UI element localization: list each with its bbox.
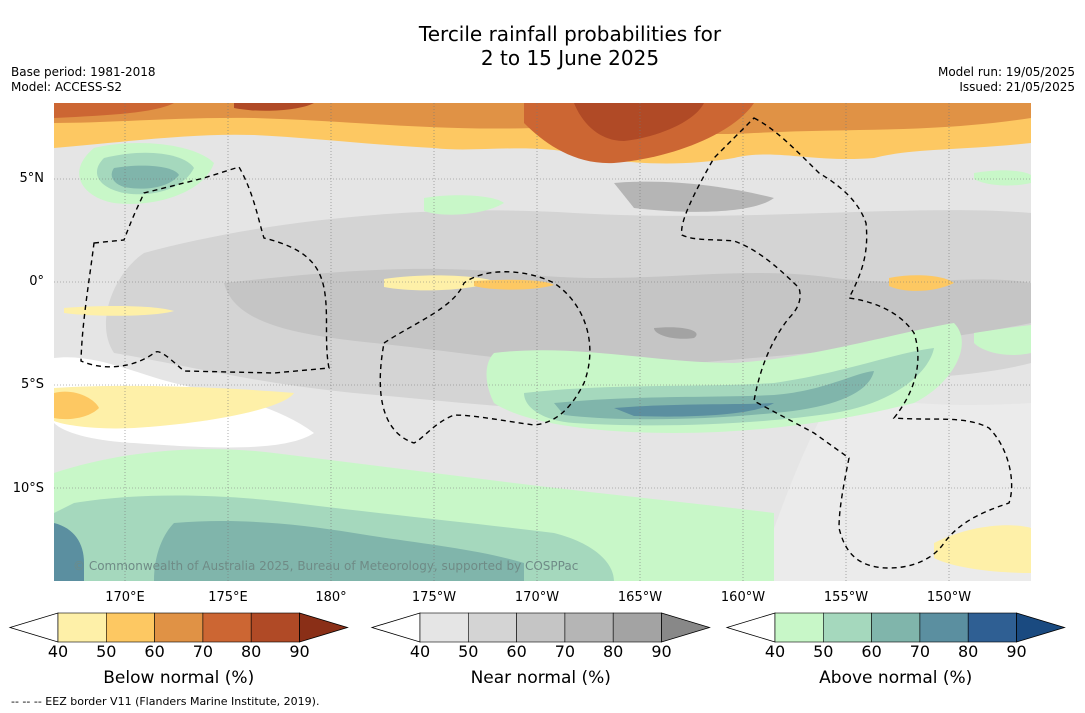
colorbar-3-tick: 40 [764,642,786,661]
colorbar-1-tick: 80 [241,642,262,661]
near-normal-80 [654,327,697,339]
base-period: Base period: 1981-2018 [11,65,156,79]
above-normal-70-nw [111,165,179,189]
above-normal-70-sw [154,521,524,581]
lon-label-170e: 170°E [105,590,145,605]
below-normal-90-north [574,103,704,141]
eez-footnote: -- -- -- EEZ border V11 (Flanders Marine… [11,695,320,708]
colorbar-1-tick: 60 [144,642,165,661]
lon-label-160w: 160°W [720,590,766,605]
probability-map: © Commonwealth of Australia 2025, Bureau… [54,103,1031,581]
above-normal-80-sw-edge [54,523,84,581]
below-normal-se [934,525,1031,573]
colorbar-1-segment [57,612,107,643]
colorbar-2-segment [516,612,566,643]
colorbar-2-tick: 80 [603,642,624,661]
meta-left: Base period: 1981-2018 Model: ACCESS-S2 [11,65,156,95]
near-normal-60 [224,268,1031,366]
lat-label-5s: 5°S [20,377,44,392]
above-normal-ne-patch [974,170,1031,186]
colorbar-2-tick: 70 [554,642,576,661]
colorbar-1-tick: 70 [192,642,214,661]
colorbar-3-segment [822,612,872,643]
colorbar-2-segment [612,612,662,643]
colorbar-2-tick: 50 [458,642,479,661]
colorbar-3-tick: 50 [813,642,834,661]
below-normal-90-nw [234,103,314,111]
lon-label-180: 180° [315,590,347,605]
model-run: Model run: 19/05/2025 [937,65,1075,79]
colorbar-1-segment [154,612,204,643]
model-name: Model: ACCESS-S2 [11,80,123,94]
lon-label-165w: 165°W [617,590,663,605]
colorbar-3-tick: 80 [958,642,979,661]
colorbar-3-low-arrow [725,612,776,643]
below-normal-sw-60 [54,391,99,420]
lon-label-175w: 175°W [411,590,457,605]
colorbar-3-tick: 90 [1006,642,1027,661]
lon-label-155w: 155°W [823,590,869,605]
colorbar-2-title: Near normal (%) [470,668,611,688]
colorbar-3-tick: 70 [909,642,931,661]
above-normal-north-patch [424,195,504,215]
lat-label-0: 0° [29,274,44,289]
colorbar-3-high-arrow [1016,612,1066,643]
lon-label-170w: 170°W [514,590,560,605]
colorbar-1-low-arrow [8,612,59,643]
below-normal-west-equator [64,306,174,316]
colorbar-3-segment [967,612,1017,643]
colorbars [8,612,1066,643]
colorbar-2-tick: 60 [506,642,527,661]
colorbar-3-segment [774,612,824,643]
meta-right: Model run: 19/05/2025 Issued: 21/05/2025 [938,65,1075,95]
colorbar-2-tick: 90 [651,642,672,661]
colorbar-2-segment [419,612,469,643]
above-normal-e-patch [974,325,1031,355]
colorbar-1-tick: 50 [96,642,117,661]
copyright-text: © Commonwealth of Australia 2025, Bureau… [73,559,579,573]
eez-borders [80,117,1013,569]
lon-label-150w: 150°W [926,590,972,605]
colorbar-1-title: Below normal (%) [103,668,255,688]
colorbar-2-segment [467,612,517,643]
below-normal-80-nw [54,103,174,118]
title-line-1: Tercile rainfall probabilities for [418,22,722,46]
title-line-2: 2 to 15 June 2025 [480,46,660,70]
lat-label-10s: 10°S [12,481,44,496]
above-normal-80-south-band [614,403,774,417]
colorbar-2-segment [564,612,614,643]
colorbar-2-tick: 40 [409,642,431,661]
colorbar-3-title: Above normal (%) [819,668,973,688]
colorbar-1-segment [106,612,155,643]
colorbar-2-high-arrow [661,612,711,643]
colorbar-3-tick: 60 [861,642,882,661]
colorbar-1-segment [250,612,300,643]
map-canvas [54,103,1031,581]
colorbar-3-segment [871,612,921,643]
colorbar-1-tick: 90 [289,642,310,661]
lon-label-175e: 175°E [208,590,248,605]
colorbar-1-segment [202,612,252,643]
colorbar-3-segment [919,612,969,643]
below-normal-east-equator [889,275,954,291]
issued-date: Issued: 21/05/2025 [959,80,1075,94]
graticule [54,103,1031,581]
below-normal-sw [54,385,294,429]
colorbar-1-tick: 40 [47,642,69,661]
map-title: Tercile rainfall probabilities for 2 to … [0,22,1085,70]
colorbar-2-low-arrow [370,612,421,643]
lat-label-5n: 5°N [19,171,45,186]
colorbar-1-high-arrow [299,612,349,643]
below-normal-equator-1 [384,275,494,291]
